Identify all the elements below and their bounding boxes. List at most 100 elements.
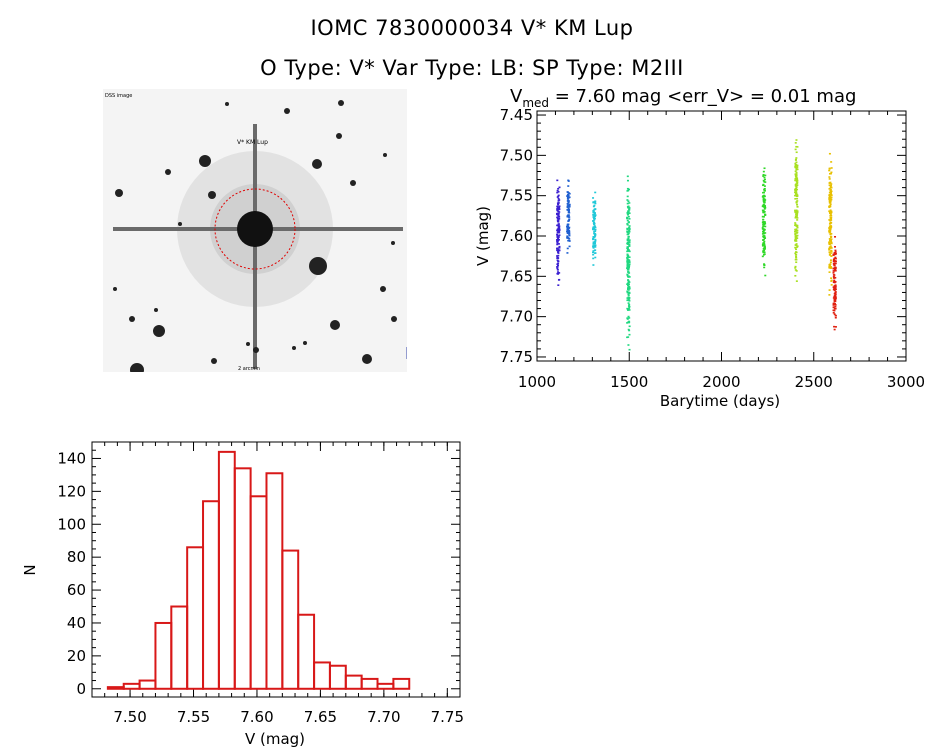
lightcurve-frame xyxy=(536,110,907,362)
data-point xyxy=(556,189,559,192)
data-point xyxy=(828,205,831,208)
data-point xyxy=(763,264,766,266)
data-point xyxy=(628,230,631,233)
data-point xyxy=(764,225,767,228)
data-point xyxy=(627,296,630,299)
data-point xyxy=(628,333,631,336)
data-point xyxy=(566,232,569,235)
data-point xyxy=(796,219,799,221)
data-point xyxy=(794,230,797,233)
data-point xyxy=(592,205,595,208)
data-point xyxy=(557,235,560,238)
data-point xyxy=(567,237,570,239)
data-point xyxy=(794,189,797,192)
title-rest: = 7.60 mag <err_V> = 0.01 mag xyxy=(549,86,856,107)
data-point xyxy=(762,230,765,233)
data-point xyxy=(626,217,629,219)
data-point xyxy=(628,243,631,246)
data-point xyxy=(828,265,831,268)
data-point xyxy=(627,279,630,281)
data-point xyxy=(834,287,837,289)
data-point xyxy=(626,253,629,256)
data-point xyxy=(761,196,764,198)
data-point xyxy=(556,247,559,250)
data-point xyxy=(556,233,559,236)
data-point xyxy=(566,191,569,193)
data-point xyxy=(557,238,560,241)
data-point xyxy=(828,241,831,243)
data-point xyxy=(796,225,799,227)
image-bottom-label: 2 arcmin xyxy=(238,366,260,372)
data-point xyxy=(594,256,597,259)
data-point xyxy=(593,252,596,254)
data-point xyxy=(763,211,766,213)
data-point xyxy=(556,234,559,237)
data-point xyxy=(829,225,832,227)
lightcurve-ylabel: V (mag) xyxy=(474,206,492,266)
data-point xyxy=(558,227,561,230)
data-point xyxy=(762,230,765,232)
data-point xyxy=(833,279,836,282)
data-point xyxy=(558,229,561,232)
data-point xyxy=(833,280,836,283)
data-point xyxy=(795,240,798,242)
data-point xyxy=(594,238,597,241)
data-point xyxy=(594,246,597,248)
data-point xyxy=(794,165,797,168)
data-point xyxy=(628,292,631,294)
data-point xyxy=(627,336,630,338)
data-point xyxy=(833,292,836,295)
data-point xyxy=(593,231,596,233)
data-point xyxy=(592,238,595,241)
data-point xyxy=(556,256,559,259)
data-point xyxy=(764,247,767,249)
data-point xyxy=(626,291,629,294)
data-point xyxy=(796,226,799,229)
data-point xyxy=(830,277,833,279)
data-point xyxy=(593,226,596,229)
data-point xyxy=(794,246,797,249)
data-point xyxy=(568,245,571,248)
data-point xyxy=(764,232,767,234)
data-point xyxy=(556,191,559,194)
data-point xyxy=(834,262,837,265)
data-point xyxy=(626,322,629,324)
data-point xyxy=(567,209,570,211)
data-point xyxy=(795,234,798,237)
data-point xyxy=(567,232,570,235)
data-point xyxy=(796,203,799,206)
data-point xyxy=(627,299,630,301)
data-point xyxy=(556,213,559,216)
data-point xyxy=(557,260,560,263)
data-point xyxy=(556,269,559,271)
data-point xyxy=(763,208,766,210)
data-point xyxy=(566,228,569,231)
data-point xyxy=(830,210,833,213)
data-point xyxy=(556,219,559,221)
data-point xyxy=(626,227,629,230)
data-point xyxy=(626,187,629,190)
data-point xyxy=(834,286,837,288)
data-point xyxy=(566,215,569,217)
data-point xyxy=(764,214,767,217)
target-circle xyxy=(214,188,296,270)
data-point xyxy=(568,238,571,240)
data-point xyxy=(567,199,570,202)
data-point xyxy=(795,228,798,231)
data-point xyxy=(626,233,629,235)
data-point xyxy=(794,179,797,182)
data-point xyxy=(830,198,833,201)
data-point xyxy=(794,170,797,173)
data-point xyxy=(830,194,833,196)
data-point xyxy=(764,181,767,183)
data-point xyxy=(628,317,631,319)
title-subscript: med xyxy=(522,96,549,110)
data-point xyxy=(592,228,595,230)
x-tick-label: 7.50 xyxy=(113,708,146,726)
data-point xyxy=(762,183,765,186)
data-point xyxy=(568,216,571,218)
data-point xyxy=(764,237,767,240)
data-point xyxy=(558,208,561,211)
data-point xyxy=(762,211,765,214)
data-point xyxy=(558,211,561,213)
